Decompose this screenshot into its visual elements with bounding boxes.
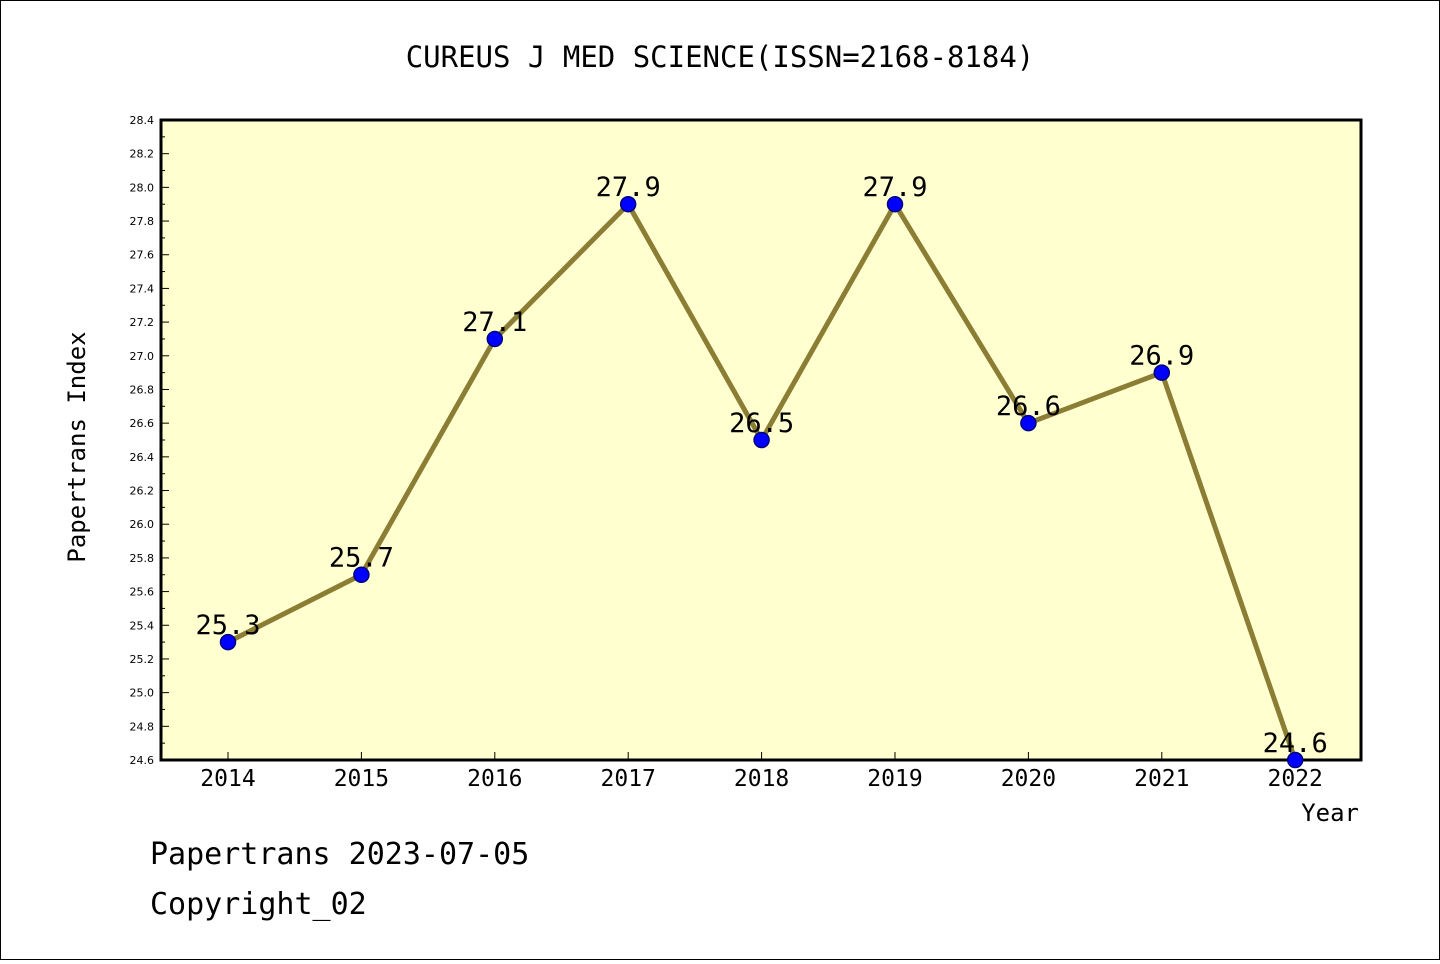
x-tick-label: 2021 <box>1134 766 1189 792</box>
y-tick-label: 26.8 <box>130 383 155 396</box>
chart-title: CUREUS J MED SCIENCE(ISSN=2168-8184) <box>406 40 1035 74</box>
data-label: 27.9 <box>862 172 927 203</box>
data-point <box>1153 364 1171 381</box>
y-tick-label: 25.2 <box>130 653 155 666</box>
data-point <box>219 633 237 651</box>
x-tick-label: 2022 <box>1268 766 1323 792</box>
data-point <box>1286 751 1304 769</box>
footer-date: Papertrans 2023-07-05 <box>150 837 529 872</box>
data-label: 26.6 <box>996 391 1061 422</box>
x-tick-label: 2015 <box>334 766 389 792</box>
data-point <box>353 566 370 583</box>
y-tick-label: 26.2 <box>130 485 155 498</box>
data-labels: 25.3 25.7 27.1 27.9 26.5 27.9 26.6 26.9 24.6 <box>195 172 1327 759</box>
y-tick-label: 26.0 <box>130 518 155 531</box>
data-label: 24.6 <box>1263 728 1328 759</box>
data-label: 25.3 <box>195 610 260 641</box>
x-tick-label: 2020 <box>1001 766 1056 792</box>
y-tick-label: 25.8 <box>130 552 155 565</box>
footer-copyright: Copyright_02 <box>150 887 367 922</box>
x-tick-label: 2014 <box>200 766 255 792</box>
data-point <box>886 195 904 213</box>
y-tick-label: 28.4 <box>130 114 155 127</box>
y-tick-label: 27.2 <box>130 316 155 329</box>
y-tick-label: 24.6 <box>130 754 155 767</box>
data-point <box>1020 414 1037 432</box>
x-tick-label: 2017 <box>601 766 656 792</box>
y-axis-label: Papertrans Index <box>63 331 91 562</box>
x-tick-label: 2018 <box>734 766 789 792</box>
y-tick-label: 24.8 <box>130 720 155 733</box>
data-label: 27.1 <box>462 307 527 338</box>
x-tick-label: 2016 <box>467 766 522 792</box>
y-tick-label: 28.2 <box>130 148 155 161</box>
y-tick-label: 27.6 <box>130 249 155 262</box>
series-papertrans-index <box>219 195 1304 769</box>
y-tick-label: 25.6 <box>130 586 155 599</box>
x-tick-label: 2019 <box>867 766 922 792</box>
data-label: 27.9 <box>596 172 661 203</box>
data-label: 25.7 <box>329 543 394 574</box>
y-tick-label: 27.8 <box>130 215 155 228</box>
y-tick-label: 28.0 <box>130 181 155 194</box>
y-tick-label: 25.0 <box>130 687 155 700</box>
data-point <box>619 195 637 213</box>
x-axis-label: Year <box>1301 799 1359 827</box>
x-axis-ticks: 2014 2015 2016 2017 2018 2019 2020 2021 2022 <box>200 752 1323 792</box>
data-point <box>486 330 504 348</box>
y-tick-label: 27.0 <box>130 350 155 363</box>
y-tick-label: 26.4 <box>130 451 155 464</box>
data-label: 26.9 <box>1129 341 1194 372</box>
y-tick-label: 25.4 <box>130 619 155 632</box>
y-axis-ticks: 24.6 24.8 25.0 25.2 25.4 25.6 25.8 26.0 26.2 26.4… <box>130 114 169 767</box>
data-label: 26.5 <box>729 408 794 439</box>
y-tick-label: 27.4 <box>130 282 155 295</box>
data-point <box>753 431 770 449</box>
y-tick-label: 26.6 <box>130 417 155 430</box>
